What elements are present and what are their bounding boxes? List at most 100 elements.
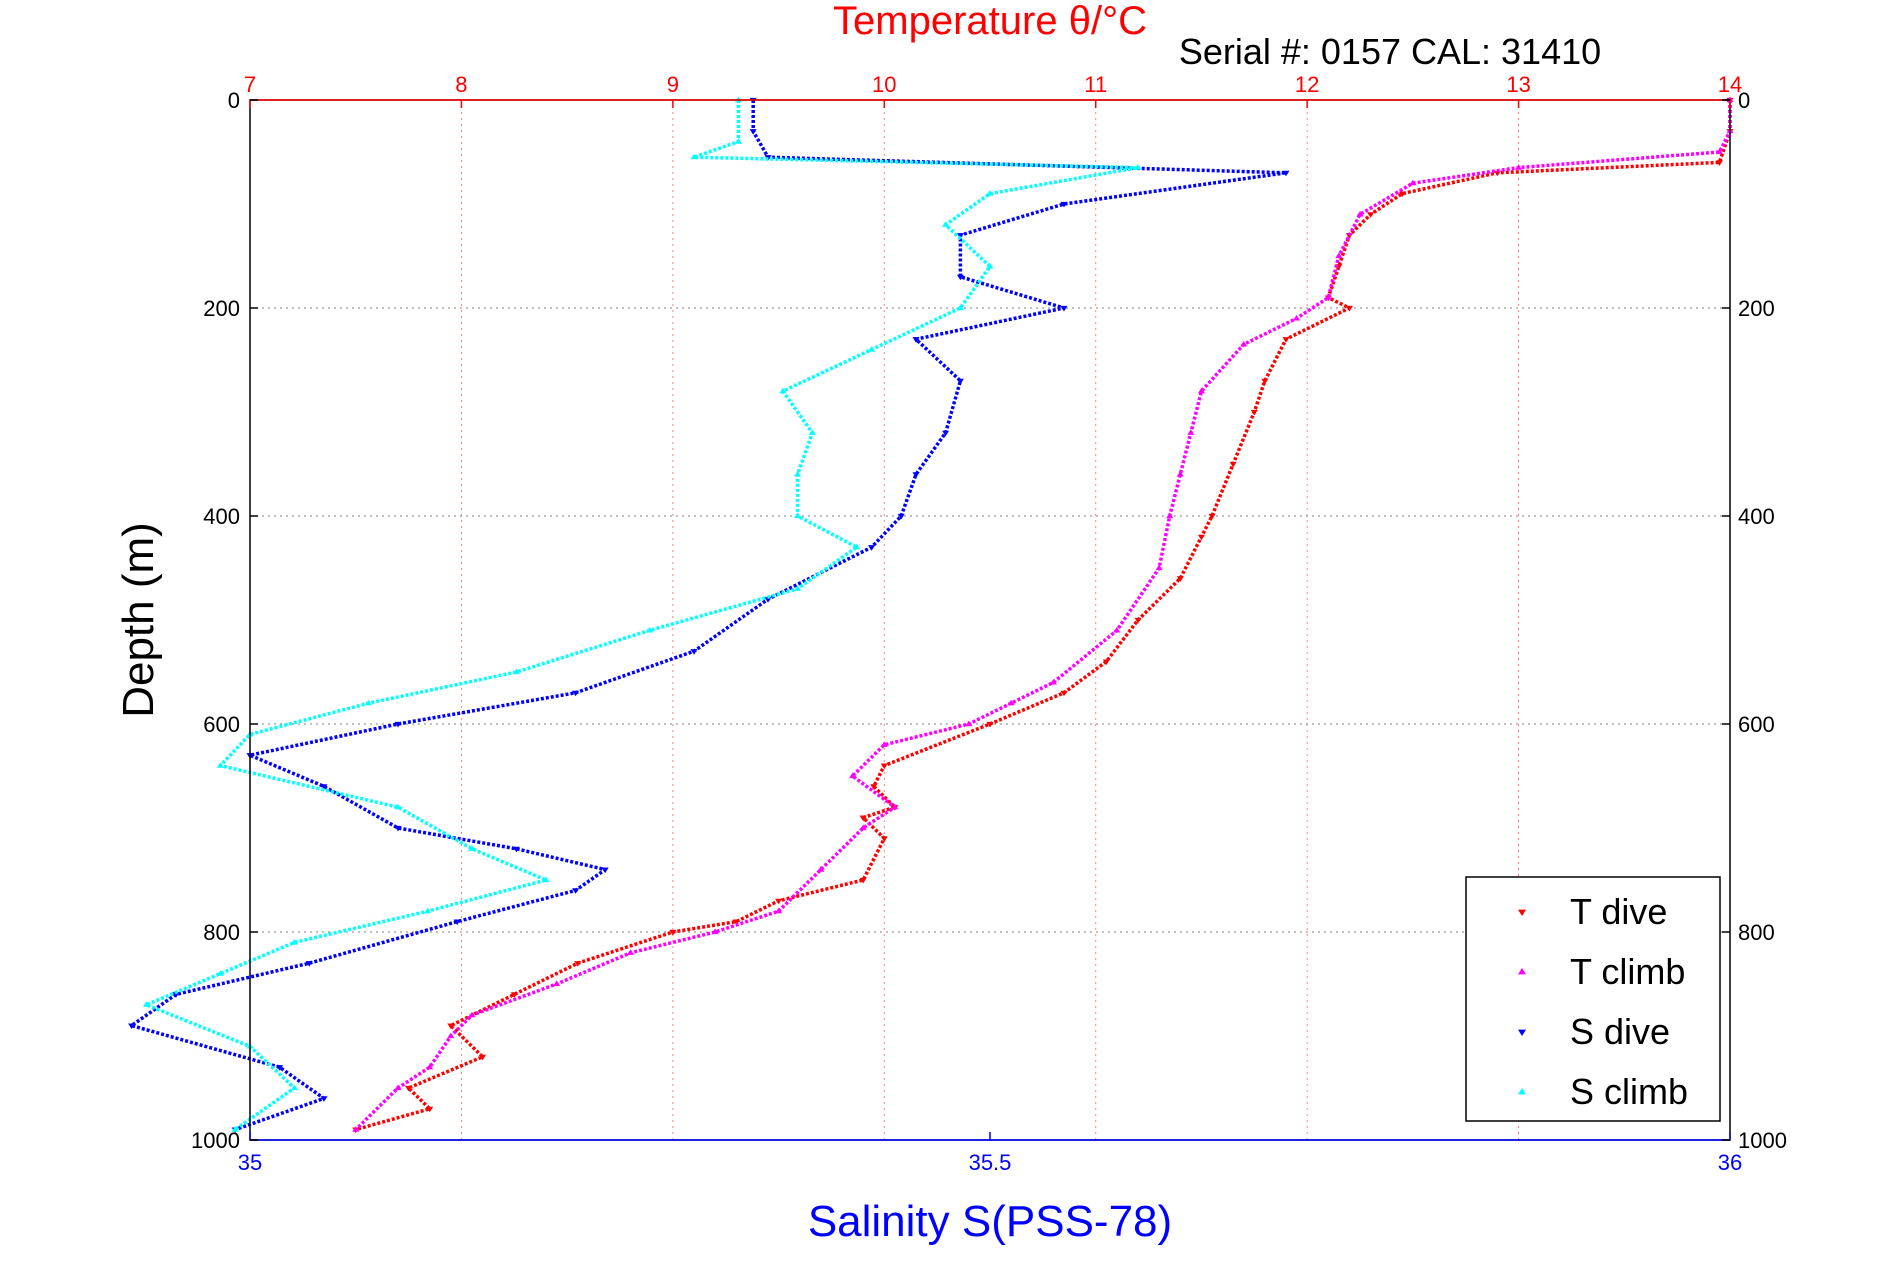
data-point-0-35 xyxy=(426,1106,434,1113)
legend-marker-2 xyxy=(1518,1029,1526,1036)
tick-label-top-2: 9 xyxy=(667,72,679,97)
data-point-1-7 xyxy=(1324,294,1332,300)
data-point-2-11 xyxy=(912,472,920,478)
tick-label-right-0: 0 xyxy=(1738,88,1750,113)
data-point-2-3 xyxy=(1282,170,1290,177)
data-point-0-24 xyxy=(859,815,867,822)
data-point-1-3 xyxy=(1515,164,1523,170)
data-point-3-9 xyxy=(779,387,787,394)
data-point-1-19 xyxy=(880,741,888,747)
data-point-0-17 xyxy=(1134,617,1142,624)
legend-label-0: T dive xyxy=(1570,891,1667,932)
data-point-1-22 xyxy=(859,824,867,831)
legend-box xyxy=(1465,876,1721,1122)
data-point-2-27 xyxy=(128,1023,136,1030)
tick-label-bottom-1: 35.5 xyxy=(969,1150,1012,1175)
data-point-1-9 xyxy=(1240,340,1248,347)
data-point-2-28 xyxy=(276,1065,284,1071)
data-point-3-17 xyxy=(364,699,372,706)
legend-label-1: T climb xyxy=(1570,951,1685,992)
legend-marker-0 xyxy=(1518,909,1526,916)
tick-label-top-0: 7 xyxy=(244,72,256,97)
data-point-1-6 xyxy=(1335,252,1343,259)
data-point-2-5 xyxy=(956,233,964,239)
data-point-1-30 xyxy=(426,1063,434,1070)
chart-subtitle: Serial #: 0157 CAL: 31410 xyxy=(1179,31,1601,72)
series-trace-3 xyxy=(144,100,1140,1132)
tick-label-left-3: 600 xyxy=(203,712,240,737)
data-point-1-13 xyxy=(1166,512,1174,519)
data-point-1-16 xyxy=(1049,678,1057,685)
data-point-0-34 xyxy=(405,1085,413,1092)
data-point-0-29 xyxy=(669,929,677,936)
data-point-2-20 xyxy=(394,825,402,832)
series-1 xyxy=(352,96,1734,1132)
data-point-2-14 xyxy=(764,597,772,603)
tick-label-left-5: 1000 xyxy=(191,1128,240,1153)
series-layer xyxy=(128,96,1734,1134)
data-point-3-1 xyxy=(734,138,742,144)
data-point-0-4 xyxy=(1398,191,1406,198)
data-point-0-16 xyxy=(1176,576,1184,582)
data-point-3-16 xyxy=(512,668,520,675)
data-point-1-21 xyxy=(891,803,899,810)
data-point-2-25 xyxy=(305,961,313,967)
data-point-3-26 xyxy=(142,1001,150,1007)
data-point-1-23 xyxy=(817,866,825,872)
data-point-2-4 xyxy=(1060,201,1068,208)
data-point-2-8 xyxy=(912,337,920,343)
data-point-0-10 xyxy=(1282,337,1290,343)
data-point-3-20 xyxy=(394,803,402,810)
data-point-1-8 xyxy=(1293,314,1301,321)
data-point-1-11 xyxy=(1187,429,1195,435)
data-point-2-13 xyxy=(868,545,876,551)
data-point-1-28 xyxy=(468,1011,476,1018)
data-point-2-9 xyxy=(956,378,964,385)
data-point-1-27 xyxy=(553,980,561,987)
data-point-3-11 xyxy=(794,470,802,477)
data-point-2-6 xyxy=(956,274,964,281)
data-point-3-22 xyxy=(542,876,550,883)
data-point-1-26 xyxy=(627,949,635,955)
data-point-3-23 xyxy=(424,907,432,914)
data-point-3-12 xyxy=(794,512,802,519)
chart-title: Temperature θ/°C xyxy=(833,0,1147,43)
data-point-0-20 xyxy=(986,721,994,728)
data-point-3-21 xyxy=(468,845,476,851)
data-point-3-3 xyxy=(1134,164,1142,170)
data-point-0-9 xyxy=(1345,305,1353,312)
data-point-0-5 xyxy=(1367,212,1375,218)
tick-label-top-6: 13 xyxy=(1506,72,1530,97)
tick-label-right-5: 1000 xyxy=(1738,1128,1787,1153)
data-point-3-19 xyxy=(216,762,224,768)
data-point-0-32 xyxy=(447,1023,455,1030)
data-point-3-25 xyxy=(216,970,224,976)
data-point-1-5 xyxy=(1356,210,1364,217)
legend-entries: T dive T climb S dive S climb xyxy=(1518,891,1688,1112)
tick-label-top-7: 14 xyxy=(1718,72,1742,97)
tick-label-top-1: 8 xyxy=(455,72,467,97)
data-point-1-24 xyxy=(775,907,783,914)
data-point-1-25 xyxy=(711,928,719,935)
legend-label-2: S dive xyxy=(1570,1011,1670,1052)
data-point-0-28 xyxy=(732,919,740,926)
data-point-2-23 xyxy=(572,888,580,894)
tick-label-left-0: 0 xyxy=(228,88,240,113)
data-point-0-27 xyxy=(775,898,783,905)
tick-label-top-3: 10 xyxy=(872,72,896,97)
data-point-0-12 xyxy=(1250,409,1258,416)
data-point-2-17 xyxy=(394,721,402,728)
data-point-1-14 xyxy=(1155,564,1163,571)
data-point-2-24 xyxy=(453,919,461,926)
data-point-1-29 xyxy=(447,1032,455,1039)
tick-label-bottom-0: 35 xyxy=(238,1150,262,1175)
data-point-1-32 xyxy=(352,1126,360,1132)
data-point-2-7 xyxy=(1060,305,1068,312)
data-point-2-15 xyxy=(690,649,698,655)
data-point-0-2 xyxy=(1715,160,1723,166)
data-point-3-7 xyxy=(956,304,964,311)
tick-label-right-2: 400 xyxy=(1738,504,1775,529)
data-point-3-8 xyxy=(868,346,876,352)
legend-marker-3 xyxy=(1518,1088,1526,1095)
